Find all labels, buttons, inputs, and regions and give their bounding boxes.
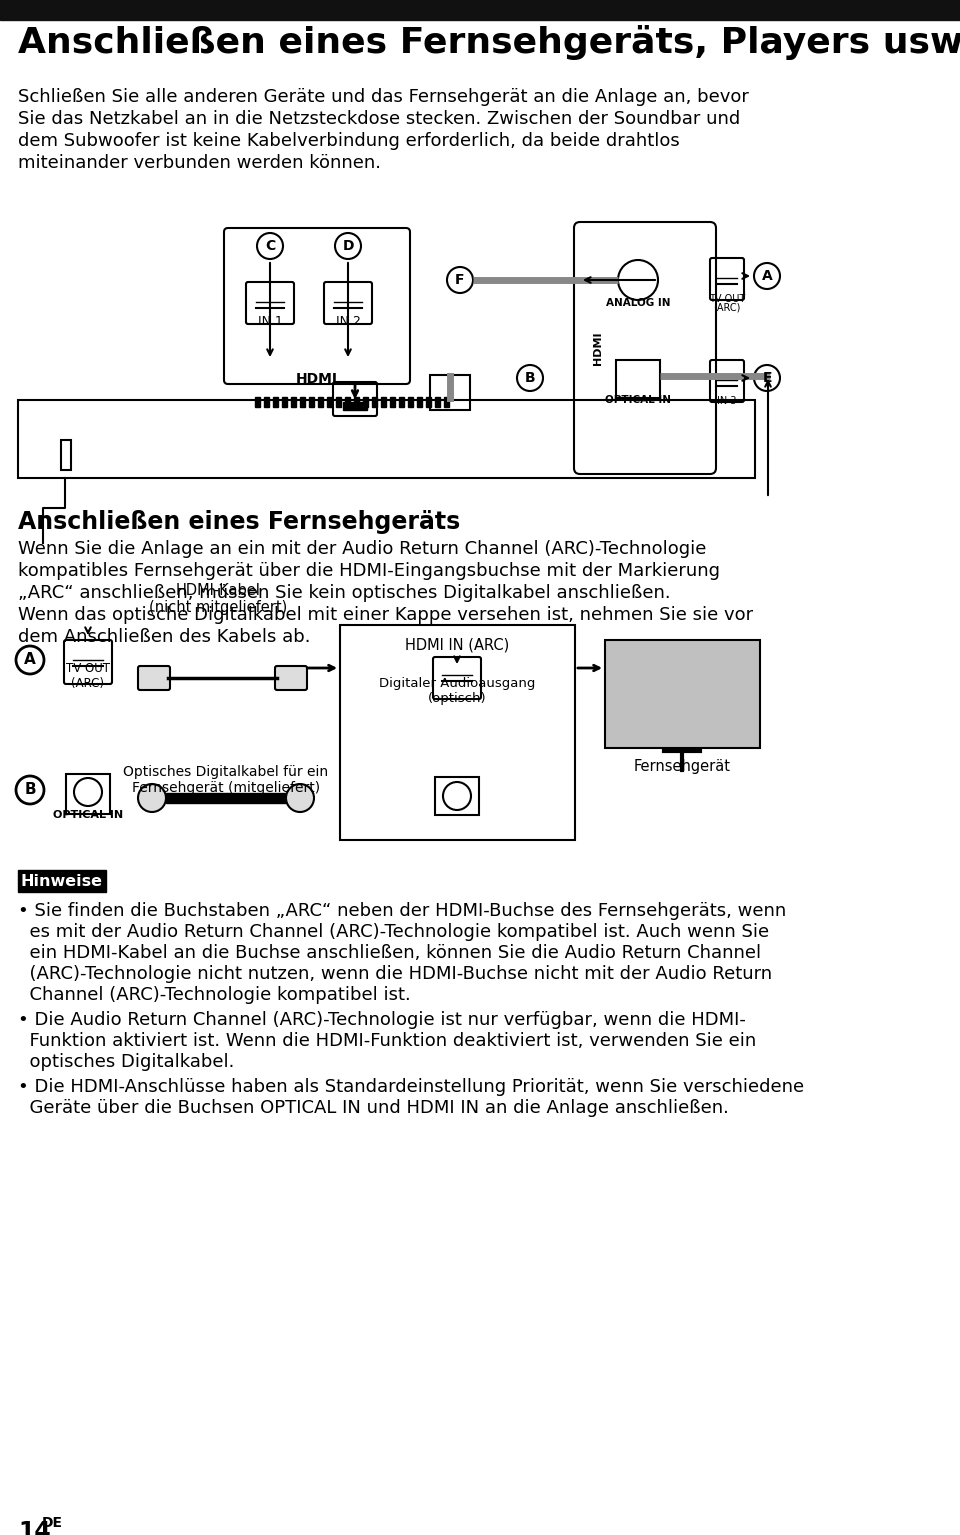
Text: „ARC“ anschließen, müssen Sie kein optisches Digitalkabel anschließen.: „ARC“ anschließen, müssen Sie kein optis… <box>18 583 671 602</box>
Text: B: B <box>525 371 536 385</box>
Bar <box>0 0 960 20</box>
Text: C: C <box>265 239 276 253</box>
Text: IN 3: IN 3 <box>717 396 736 405</box>
Text: HDMI IN (ARC): HDMI IN (ARC) <box>405 637 509 652</box>
Text: A: A <box>24 652 36 668</box>
Text: Optisches Digitalkabel für ein
Fernsehgerät (mitgeliefert): Optisches Digitalkabel für ein Fernsehge… <box>124 764 328 795</box>
Text: kompatibles Fernsehgerät über die HDMI-Eingangsbuchse mit der Markierung: kompatibles Fernsehgerät über die HDMI-E… <box>18 562 720 580</box>
Bar <box>399 398 404 407</box>
Bar <box>408 398 413 407</box>
Bar <box>336 398 341 407</box>
Bar <box>354 398 359 407</box>
Text: Sie das Netzkabel an in die Netzsteckdose stecken. Zwischen der Soundbar und: Sie das Netzkabel an in die Netzsteckdos… <box>18 111 740 127</box>
Bar <box>381 398 386 407</box>
Text: Schließen Sie alle anderen Geräte und das Fernsehgerät an die Anlage an, bevor: Schließen Sie alle anderen Geräte und da… <box>18 87 749 106</box>
Text: optisches Digitalkabel.: optisches Digitalkabel. <box>18 1053 234 1071</box>
Bar <box>66 774 110 814</box>
Bar <box>390 398 395 407</box>
Bar <box>18 401 755 477</box>
Text: IN 2: IN 2 <box>336 315 360 328</box>
Bar <box>444 398 449 407</box>
Text: ein HDMI-Kabel an die Buchse anschließen, können Sie die Audio Return Channel: ein HDMI-Kabel an die Buchse anschließen… <box>18 944 761 962</box>
Text: OPTICAL IN: OPTICAL IN <box>605 394 671 405</box>
Bar <box>264 398 269 407</box>
Text: • Die HDMI-Anschlüsse haben als Standardeinstellung Priorität, wenn Sie verschie: • Die HDMI-Anschlüsse haben als Standard… <box>18 1078 804 1096</box>
Bar <box>291 398 296 407</box>
Text: IN 1: IN 1 <box>257 315 282 328</box>
Text: Wenn Sie die Anlage an ein mit der Audio Return Channel (ARC)-Technologie: Wenn Sie die Anlage an ein mit der Audio… <box>18 540 707 559</box>
Text: dem Anschließen des Kabels ab.: dem Anschließen des Kabels ab. <box>18 628 310 646</box>
Text: (ARC)-Technologie nicht nutzen, wenn die HDMI-Buchse nicht mit der Audio Return: (ARC)-Technologie nicht nutzen, wenn die… <box>18 966 772 982</box>
Bar <box>343 402 367 410</box>
Text: D: D <box>343 239 353 253</box>
Bar <box>327 398 332 407</box>
Text: (ARC): (ARC) <box>713 302 741 312</box>
Circle shape <box>138 784 166 812</box>
Bar <box>345 398 350 407</box>
Text: OPTICAL IN: OPTICAL IN <box>53 810 123 820</box>
FancyBboxPatch shape <box>138 666 170 691</box>
Bar <box>435 398 440 407</box>
Text: HDMI-Kabel
(nicht mitgeliefert): HDMI-Kabel (nicht mitgeliefert) <box>149 583 287 616</box>
Text: A: A <box>761 269 773 282</box>
Text: TV OUT
(ARC): TV OUT (ARC) <box>66 662 110 691</box>
Text: miteinander verbunden werden können.: miteinander verbunden werden können. <box>18 154 381 172</box>
Bar <box>417 398 422 407</box>
Text: Wenn das optische Digitalkabel mit einer Kappe versehen ist, nehmen Sie sie vor: Wenn das optische Digitalkabel mit einer… <box>18 606 754 625</box>
Bar <box>318 398 323 407</box>
Text: Geräte über die Buchsen OPTICAL IN und HDMI IN an die Anlage anschließen.: Geräte über die Buchsen OPTICAL IN und H… <box>18 1099 729 1117</box>
Bar <box>300 398 305 407</box>
Text: Funktion aktiviert ist. Wenn die HDMI-Funktion deaktiviert ist, verwenden Sie ei: Funktion aktiviert ist. Wenn die HDMI-Fu… <box>18 1032 756 1050</box>
Text: 14: 14 <box>18 1520 51 1535</box>
Bar <box>616 361 660 398</box>
Text: • Sie finden die Buchstaben „ARC“ neben der HDMI-Buchse des Fernsehgeräts, wenn: • Sie finden die Buchstaben „ARC“ neben … <box>18 903 786 919</box>
Text: Fernsehgerät: Fernsehgerät <box>634 758 731 774</box>
Bar <box>363 398 368 407</box>
Bar <box>372 398 377 407</box>
Bar <box>430 375 470 410</box>
Text: es mit der Audio Return Channel (ARC)-Technologie kompatibel ist. Auch wenn Sie: es mit der Audio Return Channel (ARC)-Te… <box>18 923 769 941</box>
Text: Anschließen eines Fernsehgeräts, Players usw.: Anschließen eines Fernsehgeräts, Players… <box>18 25 960 60</box>
Bar <box>18 870 106 892</box>
Text: B: B <box>24 783 36 798</box>
Bar <box>166 794 286 803</box>
Text: Anschließen eines Fernsehgeräts: Anschließen eines Fernsehgeräts <box>18 510 460 534</box>
Bar <box>435 777 479 815</box>
Text: DE: DE <box>42 1517 63 1530</box>
Text: HDMI: HDMI <box>593 332 603 365</box>
Text: Digitaler Audioausgang
(optisch): Digitaler Audioausgang (optisch) <box>379 677 535 705</box>
Bar <box>340 625 575 840</box>
Text: dem Subwoofer ist keine Kabelverbindung erforderlich, da beide drahtlos: dem Subwoofer ist keine Kabelverbindung … <box>18 132 680 150</box>
Bar <box>282 398 287 407</box>
Text: TV OUT: TV OUT <box>708 295 745 304</box>
Bar <box>426 398 431 407</box>
Text: Channel (ARC)-Technologie kompatibel ist.: Channel (ARC)-Technologie kompatibel ist… <box>18 985 411 1004</box>
Text: HDMI: HDMI <box>296 371 338 385</box>
Text: Hinweise: Hinweise <box>21 873 103 889</box>
Circle shape <box>286 784 314 812</box>
Bar <box>605 640 760 748</box>
Bar <box>61 441 71 470</box>
Bar <box>255 398 260 407</box>
Text: F: F <box>455 273 465 287</box>
Text: ANALOG IN: ANALOG IN <box>606 298 670 309</box>
FancyBboxPatch shape <box>275 666 307 691</box>
Text: • Die Audio Return Channel (ARC)-Technologie ist nur verfügbar, wenn die HDMI-: • Die Audio Return Channel (ARC)-Technol… <box>18 1012 746 1028</box>
Bar <box>309 398 314 407</box>
Text: E: E <box>762 371 772 385</box>
Bar <box>273 398 278 407</box>
